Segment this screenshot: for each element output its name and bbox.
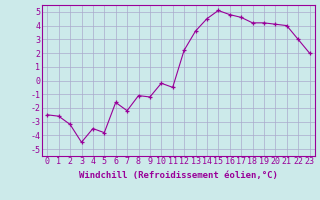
X-axis label: Windchill (Refroidissement éolien,°C): Windchill (Refroidissement éolien,°C) [79,171,278,180]
